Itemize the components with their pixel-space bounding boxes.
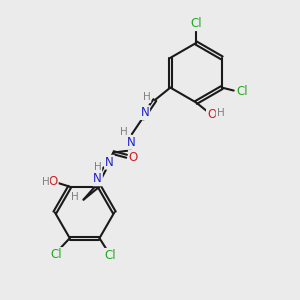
Text: H: H [71,192,79,202]
Text: N: N [140,106,149,119]
Text: Cl: Cl [51,248,62,261]
Text: N: N [105,156,114,169]
Text: O: O [49,175,58,188]
Text: H: H [217,108,224,118]
Text: N: N [127,136,136,149]
Text: H: H [143,92,150,102]
Text: O: O [207,108,216,122]
Text: H: H [94,162,101,172]
Text: H: H [41,177,49,187]
Text: N: N [93,172,102,185]
Text: O: O [129,151,138,164]
Text: Cl: Cl [236,85,248,98]
Text: Cl: Cl [190,17,202,30]
Text: H: H [120,127,128,136]
Text: Cl: Cl [104,249,116,262]
